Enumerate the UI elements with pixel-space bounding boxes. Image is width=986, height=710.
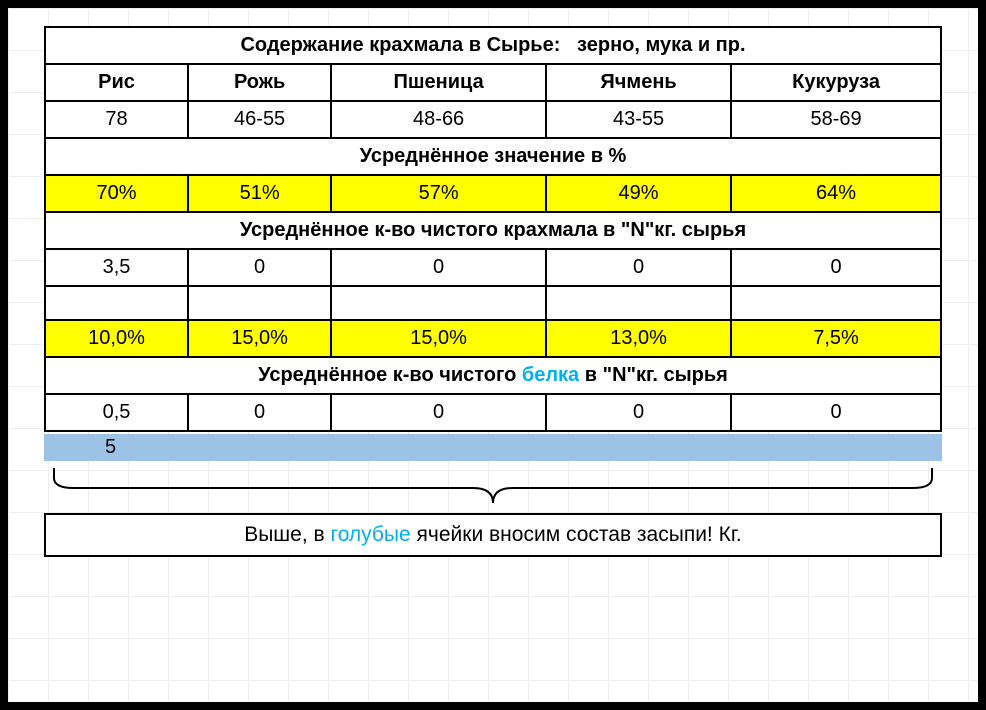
cell-highlight: 64% (731, 175, 941, 212)
cell-highlight: 15,0% (188, 320, 331, 357)
document-frame: HomeDistiller.ru Содержание крахмала в С… (0, 0, 986, 710)
cell: 0 (731, 249, 941, 286)
footer-note: Выше, в голубые ячейки вносим состав зас… (44, 513, 942, 557)
col-header: Рожь (188, 64, 331, 101)
section-label: Усреднённое к-во чистого белка в "N"кг. … (45, 357, 941, 394)
avg-pct-row: 70% 51% 57% 49% 64% (45, 175, 941, 212)
cell-highlight: 49% (546, 175, 731, 212)
section-starch-n: Усреднённое к-во чистого крахмала в "N"к… (45, 212, 941, 249)
table-title: Содержание крахмала в Сырье: зерно, мука… (45, 27, 941, 64)
brace-graphic (44, 463, 942, 513)
col-header: Ячмень (546, 64, 731, 101)
cell-highlight: 13,0% (546, 320, 731, 357)
cell-highlight: 57% (331, 175, 546, 212)
cell-highlight: 10,0% (45, 320, 188, 357)
starch-table: Содержание крахмала в Сырье: зерно, мука… (44, 26, 942, 432)
section-label: Усреднённое значение в % (45, 138, 941, 175)
cell: 48-66 (331, 101, 546, 138)
section-label: Усреднённое к-во чистого крахмала в "N"к… (45, 212, 941, 249)
footer-highlight: голубые (331, 523, 411, 546)
col-header: Пшеница (331, 64, 546, 101)
starch-range-row: 78 46-55 48-66 43-55 58-69 (45, 101, 941, 138)
starch-n-row: 3,5 0 0 0 0 (45, 249, 941, 286)
input-row-table: 5 (44, 434, 942, 461)
cell-highlight: 70% (45, 175, 188, 212)
cell: 0 (546, 394, 731, 431)
protein-n-row: 0,5 0 0 0 0 (45, 394, 941, 431)
spacer-row (45, 286, 941, 320)
label-part: в "N"кг. сырья (579, 364, 728, 386)
label-part: Усреднённое к-во чистого (258, 364, 522, 386)
cell: 58-69 (731, 101, 941, 138)
table-header-row: Рис Рожь Пшеница Ячмень Кукуруза (45, 64, 941, 101)
cell: 0 (331, 249, 546, 286)
cell: 0,5 (45, 394, 188, 431)
cell: 0 (188, 249, 331, 286)
blue-input-row: 5 (45, 435, 942, 461)
cell: 78 (45, 101, 188, 138)
blue-input-cell[interactable]: 5 (45, 435, 942, 461)
empty-cell (731, 286, 941, 320)
cell: 0 (331, 394, 546, 431)
cell-highlight: 51% (188, 175, 331, 212)
empty-cell (331, 286, 546, 320)
cell: 0 (546, 249, 731, 286)
footer-part: ячейки вносим состав засыпи! Кг. (411, 523, 742, 546)
cell: 3,5 (45, 249, 188, 286)
cell: 43-55 (546, 101, 731, 138)
content-area: Содержание крахмала в Сырье: зерно, мука… (8, 8, 978, 567)
col-header: Рис (45, 64, 188, 101)
cell: 0 (731, 394, 941, 431)
empty-cell (188, 286, 331, 320)
label-highlight: белка (522, 364, 579, 386)
col-header: Кукуруза (731, 64, 941, 101)
cell-highlight: 7,5% (731, 320, 941, 357)
empty-cell (45, 286, 188, 320)
cell-highlight: 15,0% (331, 320, 546, 357)
section-avg-pct: Усреднённое значение в % (45, 138, 941, 175)
section-protein-n: Усреднённое к-во чистого белка в "N"кг. … (45, 357, 941, 394)
cell: 46-55 (188, 101, 331, 138)
table-title-row: Содержание крахмала в Сырье: зерно, мука… (45, 27, 941, 64)
empty-cell (546, 286, 731, 320)
protein-pct-row: 10,0% 15,0% 15,0% 13,0% 7,5% (45, 320, 941, 357)
footer-part: Выше, в (244, 523, 330, 546)
cell: 0 (188, 394, 331, 431)
